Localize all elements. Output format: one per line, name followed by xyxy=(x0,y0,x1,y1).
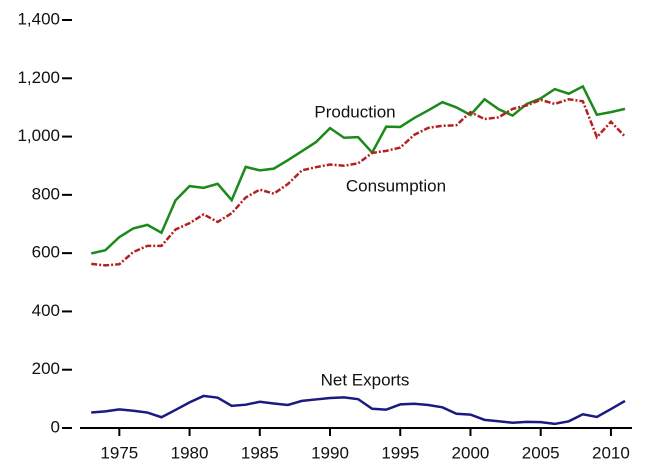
series-label: Production xyxy=(314,102,395,121)
x-tick-label: 2010 xyxy=(592,443,630,462)
y-tick-label: 400 xyxy=(32,301,60,320)
x-tick-label: 1980 xyxy=(171,443,209,462)
y-tick-label: 200 xyxy=(32,359,60,378)
series-label: Net Exports xyxy=(321,370,410,389)
x-tick-label: 1995 xyxy=(381,443,419,462)
series-line xyxy=(91,97,626,267)
y-tick-label: 1,400 xyxy=(17,9,60,28)
series-label: Consumption xyxy=(346,176,446,195)
x-tick-label: 1985 xyxy=(241,443,279,462)
y-tick-label: 1,200 xyxy=(17,68,60,87)
y-tick-label: 0 xyxy=(51,417,60,436)
y-tick-label: 800 xyxy=(32,184,60,203)
x-tick-label: 1975 xyxy=(100,443,138,462)
x-tick-label: 2000 xyxy=(452,443,490,462)
y-tick-label: 1,000 xyxy=(17,126,60,145)
series-line xyxy=(91,394,626,426)
y-tick-label: 600 xyxy=(32,243,60,262)
x-tick-label: 2005 xyxy=(522,443,560,462)
series-line xyxy=(90,84,626,255)
x-tick-label: 1990 xyxy=(311,443,349,462)
